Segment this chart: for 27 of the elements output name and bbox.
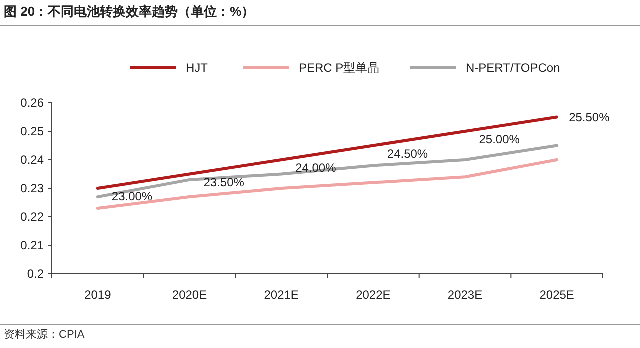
- x-tick-label: 2023E: [448, 288, 483, 302]
- y-tick-label: 0.21: [20, 238, 44, 252]
- line-series: [96, 144, 559, 199]
- y-tick-label: 0.25: [20, 124, 44, 138]
- legend-label: PERC P型单晶: [299, 61, 380, 75]
- x-tick-label: 2019: [84, 288, 112, 302]
- data-label: 24.50%: [387, 146, 428, 161]
- text: 资料来源：CPIA: [4, 328, 86, 341]
- line-series: [96, 116, 559, 190]
- data-label: 23.00%: [112, 190, 153, 204]
- legend-label: N-PERT/TOPCon: [466, 61, 560, 75]
- x-tick-label: 2020E: [172, 288, 208, 302]
- data-label: 25.00%: [479, 132, 520, 146]
- x-tick-label: 2025E: [540, 288, 574, 302]
- data-label: 25.50%: [569, 110, 610, 124]
- data-label: 23.50%: [204, 175, 245, 190]
- y-tick-label: 0.22: [20, 210, 44, 224]
- y-tick-label: 0.26: [20, 96, 44, 110]
- legend-label: HJT: [186, 61, 209, 75]
- data-label: 24.00%: [296, 161, 337, 175]
- chart-title: 图 20：不同电池转换效率趋势（单位：%）: [4, 4, 255, 19]
- y-tick-label: 0.23: [20, 182, 44, 196]
- y-tick-label: 0.24: [20, 153, 44, 167]
- y-tick-label: 0.2: [27, 267, 44, 281]
- x-tick-label: 2021E: [264, 288, 299, 302]
- line-series: [96, 158, 559, 210]
- x-tick-label: 2022E: [356, 288, 391, 302]
